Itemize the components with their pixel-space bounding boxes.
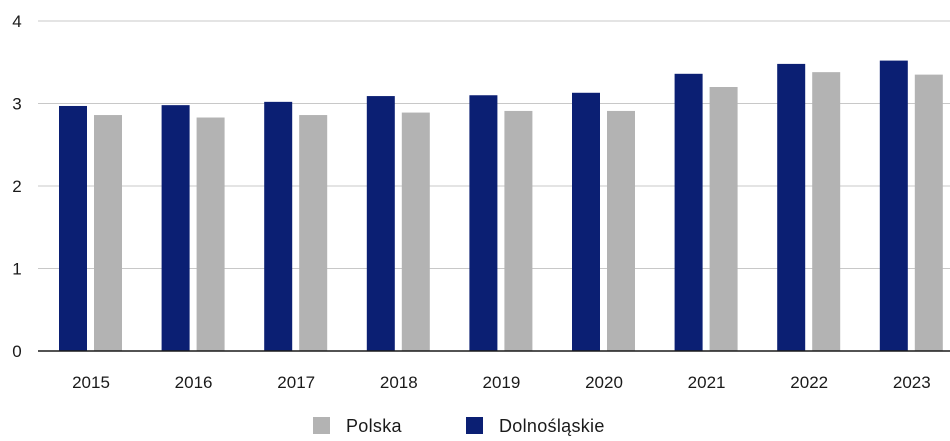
x-tick-label: 2022 xyxy=(790,373,828,392)
bar-dolnoslaskie-2015 xyxy=(59,105,87,351)
bar-dolnoslaskie-2018 xyxy=(366,96,395,351)
legend-label-polska: Polska xyxy=(346,416,403,436)
x-tick-label: 2019 xyxy=(482,373,520,392)
bar-polska-2021 xyxy=(709,87,738,351)
bar-polska-2017 xyxy=(299,115,328,351)
bar-dolnoslaskie-2016 xyxy=(161,105,190,352)
bar-dolnoslaskie-2023 xyxy=(879,60,908,351)
bar-polska-2016 xyxy=(196,117,225,352)
bar-dolnoslaskie-2019 xyxy=(469,95,498,351)
bar-polska-2018 xyxy=(401,112,430,351)
bar-dolnoslaskie-2021 xyxy=(674,73,703,352)
y-tick-label: 0 xyxy=(12,342,21,361)
legend-swatch-dolnoslaskie xyxy=(466,417,483,434)
y-tick-label: 2 xyxy=(12,177,21,196)
bar-polska-2019 xyxy=(504,110,533,351)
bar-dolnoslaskie-2022 xyxy=(777,63,806,352)
x-tick-label: 2017 xyxy=(277,373,315,392)
x-tick-label: 2018 xyxy=(380,373,418,392)
x-tick-label: 2023 xyxy=(893,373,931,392)
x-tick-label: 2015 xyxy=(72,373,110,392)
bar-polska-2020 xyxy=(607,110,635,351)
bars xyxy=(59,60,943,352)
x-tick-label: 2020 xyxy=(585,373,623,392)
bar-polska-2022 xyxy=(812,72,841,352)
axes: 0 1 2 3 4 2015 2016 2017 2018 2019 2020 2021 2022 202… xyxy=(12,12,950,392)
bar-dolnoslaskie-2017 xyxy=(264,101,293,351)
x-tick-label: 2021 xyxy=(688,373,726,392)
y-tick-label: 4 xyxy=(12,12,21,31)
y-tick-label: 1 xyxy=(12,260,21,279)
legend: Polska Dolnośląskie xyxy=(313,416,605,436)
bar-dolnoslaskie-2020 xyxy=(572,92,600,352)
bar-polska-2023 xyxy=(914,74,943,351)
bar-polska-2015 xyxy=(94,115,122,351)
y-tick-label: 3 xyxy=(12,95,21,114)
legend-label-dolnoslaskie: Dolnośląskie xyxy=(499,416,605,436)
legend-swatch-polska xyxy=(313,417,330,434)
x-tick-label: 2016 xyxy=(175,373,213,392)
